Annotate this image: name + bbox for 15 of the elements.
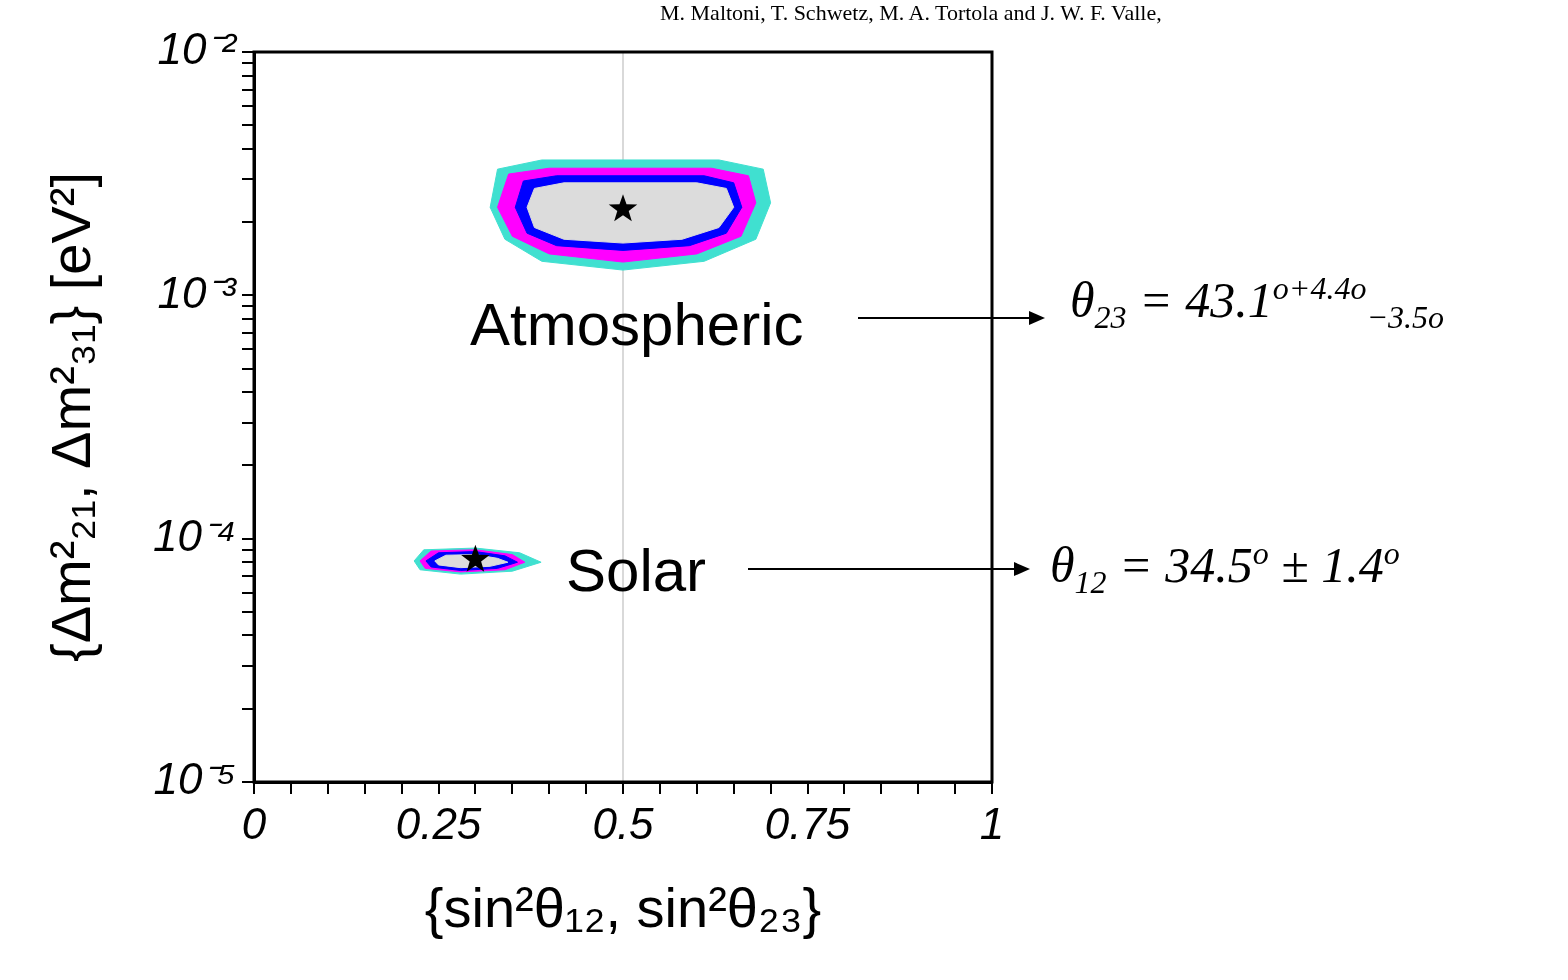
annotation: Solar: [566, 536, 707, 605]
x-tick-label: 0.75: [764, 798, 851, 848]
y-tick-label: 10⁻³: [157, 267, 238, 317]
y-axis-title: {Δm²₂₁, Δm²₃₁} [eV²]: [37, 171, 103, 663]
y-tick-label: 10⁻⁴: [153, 510, 236, 560]
x-tick-label: 0.5: [592, 798, 655, 848]
x-tick-label: 0: [241, 798, 267, 848]
x-axis-title: {sin²θ₁₂, sin²θ₂₃}: [423, 875, 823, 940]
y-tick-label: 10⁻⁵: [153, 754, 236, 804]
x-tick-label: 0.25: [395, 798, 482, 848]
x-tick-label: 1: [979, 798, 1005, 848]
text: M. Maltoni, T. Schwetz, M. A. Tortola and J. W. F. Valle,: [660, 0, 1162, 26]
annotation: Atmospheric: [470, 290, 804, 359]
y-tick-label: 10⁻²: [157, 24, 238, 74]
text: θ$_{12}$ = 34.5$^{o}$ ± 1.4$^{o}$: [1050, 535, 1400, 601]
